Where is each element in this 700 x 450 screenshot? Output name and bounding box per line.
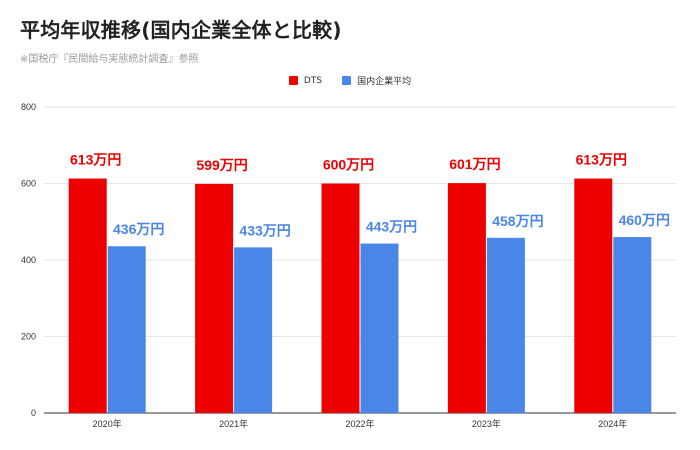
bar-dts [447,183,486,413]
bar-dts [574,178,613,413]
chart-legend: DTS 国内企業平均 [0,74,700,87]
y-tick-label: 200 [21,332,36,342]
legend-item-domestic-average: 国内企業平均 [342,74,411,87]
data-label-domestic-average: 436万円 [113,221,164,237]
data-label-domestic-average: 460万円 [619,212,670,228]
bar-domestic-average [107,246,146,413]
bar-domestic-average [486,237,525,413]
y-tick-label: 600 [21,179,36,189]
y-tick-label: 0 [31,408,36,418]
data-label-dts: 613万円 [70,152,121,168]
x-tick-label: 2021年 [219,418,248,429]
data-label-dts: 599万円 [196,157,247,173]
bar-domestic-average [234,247,273,413]
x-tick-label: 2022年 [345,418,374,429]
bar-dts [321,183,360,413]
data-label-domestic-average: 443万円 [366,219,417,235]
legend-swatch-domestic-average [342,76,352,85]
chart-title: 平均年収推移(国内企業全体と比較) [20,18,342,42]
x-tick-label: 2020年 [93,418,122,429]
chart-source-note: ※国税庁『民間給与実態統計調査』参照 [20,54,199,65]
data-label-dts: 601万円 [449,156,500,172]
y-tick-label: 400 [21,255,36,265]
legend-item-dts: DTS [288,74,323,87]
x-tick-label: 2023年 [472,418,501,429]
bar-dts [68,178,107,413]
bar-domestic-average [360,243,399,413]
bar-dts [195,183,234,413]
y-tick-label: 800 [21,102,36,112]
data-label-dts: 613万円 [576,152,627,168]
legend-label-dts: DTS [303,75,323,86]
legend-swatch-dts [288,76,298,85]
data-label-domestic-average: 433万円 [239,222,290,238]
legend-label-domestic-average: 国内企業平均 [357,77,412,87]
data-label-dts: 600万円 [323,157,374,173]
data-label-domestic-average: 458万円 [492,213,543,229]
x-tick-label: 2024年 [598,418,627,429]
bar-domestic-average [613,237,652,413]
